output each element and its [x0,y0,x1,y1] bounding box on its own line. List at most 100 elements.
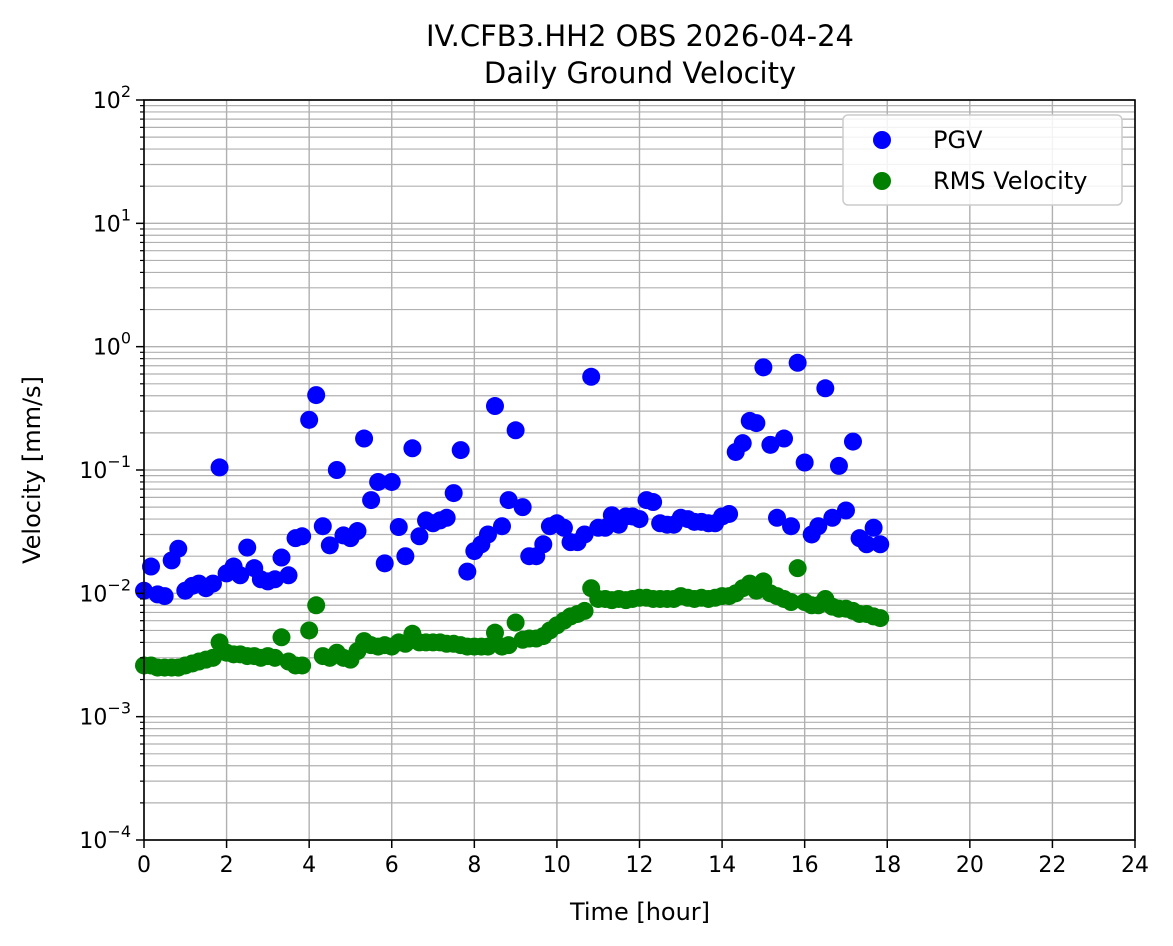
data-point [864,518,883,537]
data-point [492,517,511,536]
legend-marker-rms-velocity [873,172,891,190]
data-point [272,628,291,647]
x-tick-label: 4 [302,853,316,878]
data-point [300,621,319,640]
x-tick-label: 10 [543,853,571,878]
data-point [307,596,326,615]
data-point [293,527,312,546]
data-point [843,432,862,451]
y-tick-label: 100 [93,329,131,361]
y-tick-label: 10−3 [79,699,131,731]
data-point [499,491,518,510]
x-tick-label: 22 [1038,853,1066,878]
x-tick-label: 16 [791,853,819,878]
data-point [747,414,766,433]
data-point [761,435,780,454]
data-point [369,472,388,491]
data-point [142,557,161,576]
data-point [403,439,422,458]
data-point [836,501,855,520]
data-point [644,493,663,512]
data-point [293,656,312,675]
data-point [307,386,326,405]
x-tick-label: 24 [1121,853,1149,878]
data-point [782,517,801,536]
data-point [265,570,284,589]
data-point [871,609,890,628]
data-point [300,410,319,429]
data-point [313,517,332,536]
y-tick-label: 10−1 [79,452,131,484]
data-point [575,601,594,620]
data-point [754,358,773,377]
x-axis: 0 2 4 6 8 10 12 14 16 18 20 22 24 [137,840,1149,878]
data-point [782,593,801,612]
x-axis-label: Time [hour] [569,898,710,926]
legend-marker-pgv [873,131,891,149]
data-point [348,522,367,541]
y-tick-label: 10−2 [79,575,131,607]
x-tick-label: 0 [137,853,151,878]
data-point [444,484,463,503]
data-point [485,397,504,416]
data-point [382,472,401,491]
data-point [327,461,346,479]
data-point [534,535,553,554]
y-axis: 10−4 10−3 10−2 10−1 100 101 102 [79,82,144,854]
data-point [809,517,828,536]
data-point [279,566,298,585]
data-point [829,456,848,475]
data-point [203,648,222,667]
chart-title: IV.CFB3.HH2 OBS 2026-04-24 [426,19,854,53]
legend: PGV RMS Velocity [842,114,1123,206]
x-tick-label: 8 [467,853,481,878]
series-1 [135,559,890,677]
data-point [485,623,504,642]
chart-subtitle: Daily Ground Velocity [484,56,796,90]
y-axis-label: Velocity [mm/s] [18,376,46,564]
x-tick-label: 12 [626,853,654,878]
data-point [451,441,470,460]
data-point [857,535,876,554]
series-0 [135,353,890,606]
legend-label-rms-velocity: RMS Velocity [933,167,1087,195]
plot-area [135,99,1136,841]
data-point [355,429,374,448]
data-point [788,559,807,578]
series-layer [135,353,890,677]
data-point [733,434,752,453]
data-point [265,648,284,667]
x-tick-label: 6 [385,853,399,878]
data-point [478,637,497,656]
data-point [203,574,222,593]
data-point [362,491,381,510]
data-point [788,353,807,372]
data-point [155,587,174,606]
x-tick-label: 18 [873,853,901,878]
data-point [513,498,532,517]
data-point [210,458,229,477]
data-point [410,527,429,546]
data-point [396,547,415,566]
x-tick-label: 14 [708,853,736,878]
data-point [630,510,649,529]
data-point [554,518,573,537]
data-point [775,429,794,448]
data-point [437,508,456,527]
data-point [582,367,601,386]
y-tick-label: 101 [93,205,131,237]
data-point [169,539,188,558]
data-point [506,421,525,440]
y-tick-label: 102 [93,82,131,114]
data-point [375,554,394,573]
x-tick-label: 2 [220,853,234,878]
legend-label-pgv: PGV [933,126,983,154]
data-point [871,535,890,554]
data-point [768,508,787,527]
data-point [478,525,497,544]
data-point [231,566,250,585]
data-point [795,453,814,472]
x-tick-label: 20 [956,853,984,878]
data-point [823,508,842,527]
